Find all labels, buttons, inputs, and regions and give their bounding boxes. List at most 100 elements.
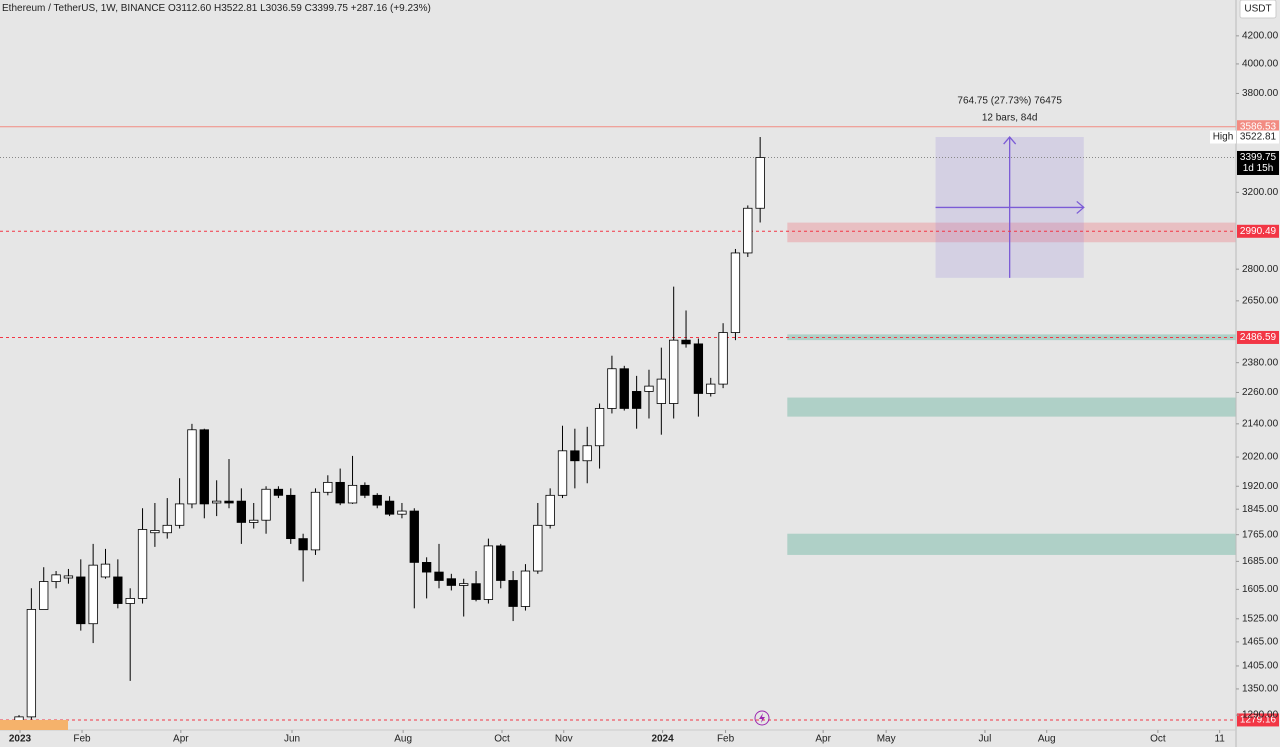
candle-body xyxy=(51,574,61,582)
event-icon[interactable] xyxy=(754,710,770,726)
candle-body xyxy=(483,545,494,600)
x-tick-label: Feb xyxy=(717,734,735,745)
candle-body xyxy=(446,578,456,586)
candle-body xyxy=(409,510,419,563)
change: +287.16 (+9.23%) xyxy=(351,3,431,14)
candle-body xyxy=(384,500,395,515)
ohlc: L3036.59 xyxy=(260,3,302,14)
candle-body xyxy=(533,524,543,572)
zone xyxy=(787,533,1236,555)
y-tick-label: 1290.00 xyxy=(1242,710,1279,721)
y-tick-label: 1605.00 xyxy=(1242,584,1279,595)
candle-body xyxy=(730,252,741,333)
candle-body xyxy=(496,545,506,581)
candle-body xyxy=(656,378,666,404)
candle-body xyxy=(619,368,629,409)
header-symbol: Ethereum / TetherUS, 1W, BINANCE O3112.6… xyxy=(2,3,431,14)
y-tick-label: 1525.00 xyxy=(1242,613,1279,624)
candle-body xyxy=(261,488,271,521)
candle-body xyxy=(199,429,209,505)
x-tick-label: Apr xyxy=(815,734,831,745)
price-label-box xyxy=(1237,120,1279,134)
x-tick-label: Nov xyxy=(555,734,573,745)
candle-body xyxy=(743,207,753,254)
y-tick-label: 2380.00 xyxy=(1242,357,1279,368)
candle-body xyxy=(150,530,160,534)
currency: USDT xyxy=(1244,4,1271,15)
zone xyxy=(787,334,1236,341)
currency-box[interactable] xyxy=(1239,0,1277,19)
candle-body xyxy=(113,576,123,604)
candle-body xyxy=(718,332,728,385)
candle-body xyxy=(187,429,197,505)
high-label: High xyxy=(1213,132,1234,143)
candle-body xyxy=(26,609,37,718)
candle-body xyxy=(459,583,469,586)
y-tick-label: 3200.00 xyxy=(1242,187,1279,198)
x-tick-label: 2024 xyxy=(651,734,674,745)
candle-body xyxy=(347,484,358,504)
ohlc: O3112.60 xyxy=(168,3,212,14)
price-label-box xyxy=(1237,330,1279,344)
ohlc: C3399.75 xyxy=(305,3,349,14)
high-box xyxy=(1237,130,1279,144)
price-label-box xyxy=(1237,713,1279,727)
event-icon xyxy=(759,713,765,723)
y-tick-label: 1845.00 xyxy=(1242,504,1279,515)
candle-body xyxy=(557,450,568,496)
x-tick-label: 2023 xyxy=(9,734,32,745)
y-tick-label: 1465.00 xyxy=(1242,637,1279,648)
x-tick-label: Oct xyxy=(494,734,510,745)
x-tick-label: Feb xyxy=(73,734,91,745)
price-label: 3399.75 xyxy=(1240,152,1277,163)
candle-body xyxy=(594,408,605,447)
candle-body xyxy=(286,494,296,540)
y-tick-label: 1405.00 xyxy=(1242,661,1279,672)
y-tick-label: 2650.00 xyxy=(1242,295,1279,306)
candle-body xyxy=(570,450,580,462)
candle-body xyxy=(545,494,555,526)
x-tick-label: Oct xyxy=(1150,734,1166,745)
y-tick-label: 1350.00 xyxy=(1242,684,1279,695)
high-box xyxy=(1210,130,1236,144)
y-tick-label: 4200.00 xyxy=(1242,30,1279,41)
x-tick-label: Jun xyxy=(284,734,300,745)
candle-body xyxy=(100,563,111,578)
range-selection xyxy=(0,720,68,730)
y-tick-label: 2140.00 xyxy=(1242,418,1279,429)
candle-body xyxy=(607,368,617,409)
x-tick-label: Jul xyxy=(979,734,992,745)
price-label: 2486.59 xyxy=(1240,332,1277,343)
candle-body xyxy=(706,383,716,394)
price-label-tag: 1d 15h xyxy=(1243,163,1274,174)
symbol: Ethereum / TetherUS, 1W, BINANCE xyxy=(2,3,166,14)
y-tick-label: 4000.00 xyxy=(1242,59,1279,70)
price-label: 2990.49 xyxy=(1240,226,1277,237)
candle-body xyxy=(212,500,222,504)
candle-body xyxy=(471,583,481,600)
candle-body xyxy=(508,580,518,607)
candle-body xyxy=(125,598,135,604)
candle-body xyxy=(360,484,370,496)
candle-body xyxy=(669,339,679,404)
candle-body xyxy=(236,500,247,523)
price-label-box xyxy=(1237,224,1279,238)
candle-body xyxy=(323,481,333,493)
candle-body xyxy=(520,570,531,607)
price-label-box xyxy=(1237,150,1279,175)
candle-body xyxy=(224,500,234,504)
x-tick-label: Aug xyxy=(1038,734,1056,745)
candle-body xyxy=(434,571,444,581)
measure-label: 764.75 (27.73%) 76475 xyxy=(957,96,1062,107)
candle-body xyxy=(372,494,382,506)
candle-body xyxy=(137,529,148,599)
candle-body xyxy=(88,564,98,625)
y-tick-label: 2260.00 xyxy=(1242,387,1279,398)
measure-arrow xyxy=(935,200,1085,214)
y-tick-label: 2800.00 xyxy=(1242,264,1279,275)
candle-body xyxy=(421,562,432,573)
candle-body xyxy=(397,510,407,515)
y-tick-label: 1920.00 xyxy=(1242,481,1279,492)
